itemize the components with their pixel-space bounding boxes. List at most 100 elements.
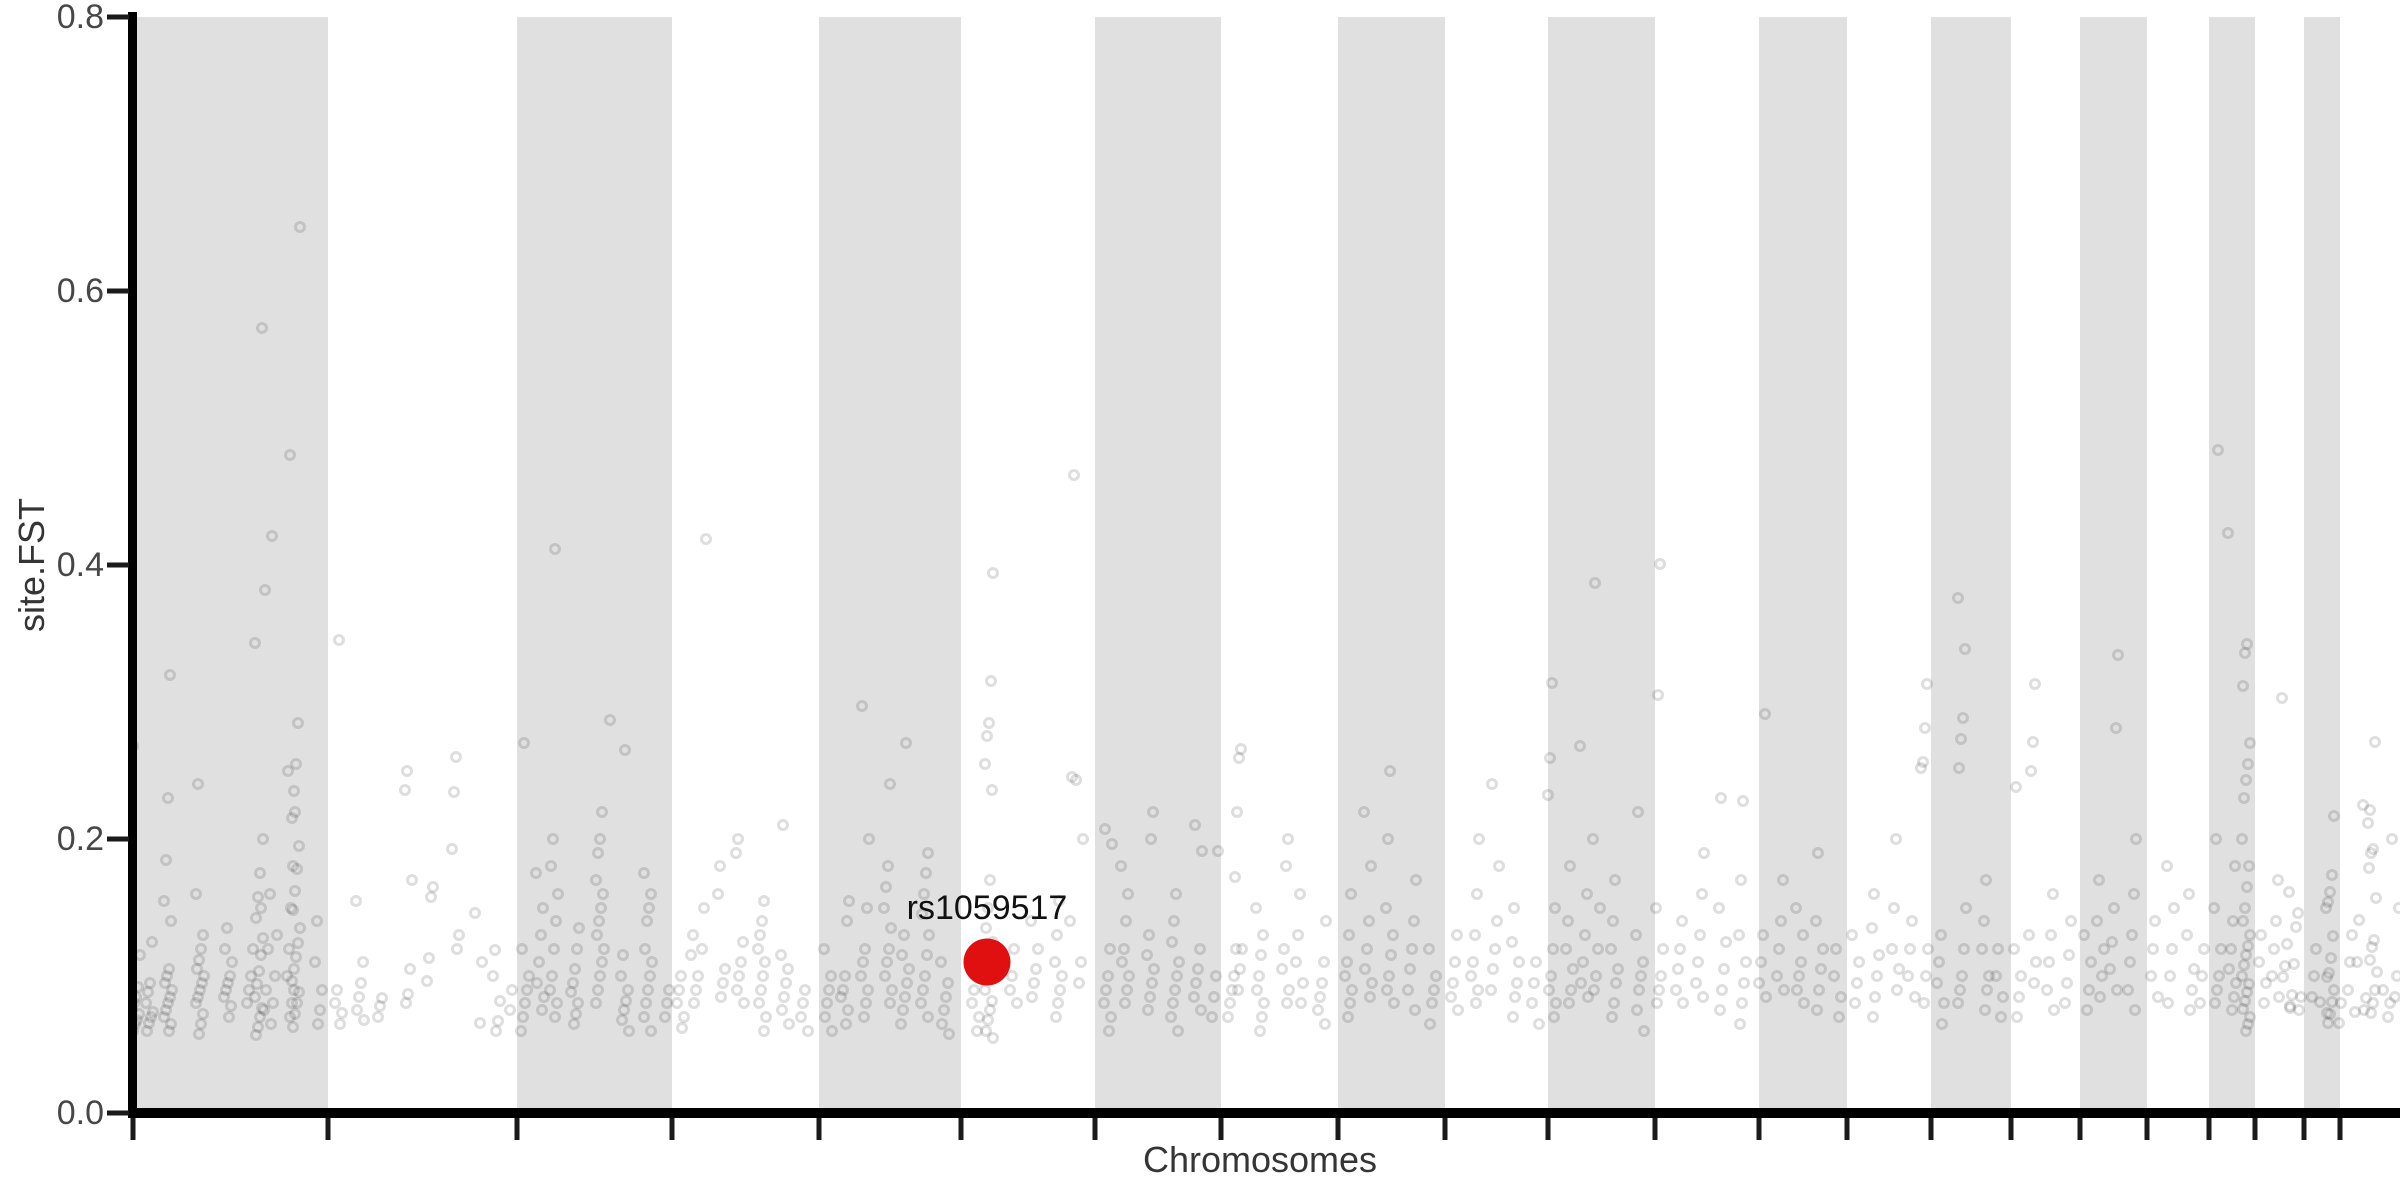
snp-point	[1032, 942, 1044, 955]
snp-point	[1590, 970, 1602, 982]
snp-point	[160, 853, 172, 866]
snp-point	[1486, 778, 1498, 791]
x-axis-tick-chr11	[1545, 1118, 1551, 1140]
snp-point	[968, 983, 980, 996]
snp-point	[1008, 942, 1020, 955]
y-tick-label-0.0: 0.0	[56, 1094, 104, 1132]
snp-point	[192, 778, 204, 791]
snp-point	[622, 983, 634, 996]
snp-point	[533, 956, 545, 969]
snp-point	[1320, 915, 1332, 928]
snp-point	[1654, 557, 1666, 570]
snp-point	[895, 1017, 907, 1030]
snp-point	[738, 997, 750, 1010]
snp-point	[1979, 1004, 1991, 1017]
snp-point	[2369, 735, 2381, 748]
snp-point	[1549, 901, 1561, 914]
snp-point	[1775, 915, 1787, 928]
snp-point	[448, 786, 460, 799]
snp-point	[1692, 956, 1704, 969]
snp-point	[1343, 928, 1355, 941]
snp-point	[1339, 970, 1351, 982]
snp-point	[1633, 983, 1645, 996]
snp-point	[1676, 915, 1688, 928]
snp-point	[732, 833, 744, 845]
snp-point	[1312, 1004, 1324, 1017]
snp-point	[1694, 928, 1706, 941]
snp-point	[802, 1024, 814, 1037]
snp-point	[1605, 942, 1617, 955]
snp-point	[2370, 891, 2382, 904]
snp-point	[839, 970, 851, 982]
snp-point	[294, 220, 306, 233]
snp-point	[835, 990, 847, 1003]
snp-point	[1100, 983, 1112, 996]
snp-point	[1715, 791, 1727, 804]
snp-point	[643, 901, 655, 914]
snp-point	[2093, 874, 2105, 887]
snp-point	[590, 997, 602, 1010]
snp-point	[840, 1017, 852, 1030]
snp-point	[2063, 949, 2075, 962]
snp-point	[291, 997, 303, 1010]
snp-point	[1316, 976, 1328, 989]
snp-point	[1099, 823, 1111, 836]
snp-point	[293, 839, 305, 852]
snp-point	[250, 912, 262, 925]
snp-point	[1026, 990, 1038, 1003]
snp-point	[1980, 874, 1992, 887]
snp-point	[1528, 976, 1540, 989]
snp-point	[1997, 990, 2009, 1003]
snp-point	[1853, 956, 1865, 969]
snp-point	[223, 1011, 235, 1024]
snp-point	[676, 1022, 688, 1035]
snp-point	[1812, 846, 1824, 859]
snp-point	[351, 1004, 363, 1017]
snp-point	[2098, 942, 2110, 955]
snp-point	[1795, 956, 1807, 969]
snp-point	[1423, 942, 1435, 955]
snp-point	[593, 915, 605, 928]
snp-point	[1589, 576, 1601, 589]
snp-point	[2236, 970, 2248, 982]
snp-point	[1953, 761, 1965, 774]
x-axis-tick-chr20	[2252, 1118, 2258, 1140]
snp-point	[1364, 990, 1376, 1003]
snp-point	[1509, 990, 1521, 1003]
snp-point	[406, 874, 418, 887]
snp-point	[260, 983, 272, 996]
snp-point	[899, 990, 911, 1003]
snp-point	[425, 890, 437, 903]
snp-point	[1697, 990, 1709, 1003]
snp-point	[1952, 591, 1964, 604]
snp-point	[1696, 887, 1708, 900]
snp-point	[1346, 983, 1358, 996]
snp-point	[2253, 956, 2265, 969]
snp-point	[1054, 983, 1066, 996]
snp-point	[450, 750, 462, 763]
snp-point	[287, 1020, 299, 1033]
snp-point	[290, 950, 302, 963]
snp-point	[856, 700, 868, 713]
snp-point	[917, 983, 929, 996]
snp-point	[518, 737, 530, 750]
snp-point	[2112, 649, 2124, 662]
snp-point	[1276, 963, 1288, 976]
snp-point	[2314, 996, 2326, 1009]
snp-point	[1142, 1004, 1154, 1017]
snp-point	[250, 1028, 262, 1041]
snp-point	[1563, 997, 1575, 1010]
snp-point	[898, 928, 910, 941]
snp-point	[1056, 970, 1068, 982]
snp-point	[1632, 805, 1644, 818]
snp-point	[1406, 942, 1418, 955]
snp-point	[1358, 805, 1370, 818]
snp-point	[252, 890, 264, 903]
snp-point	[1030, 963, 1042, 976]
snp-point	[1280, 860, 1292, 873]
snp-point	[2243, 860, 2255, 873]
snp-point	[1740, 956, 1752, 969]
snp-point	[1485, 983, 1497, 996]
snp-point	[2108, 901, 2120, 914]
snp-point	[531, 976, 543, 989]
